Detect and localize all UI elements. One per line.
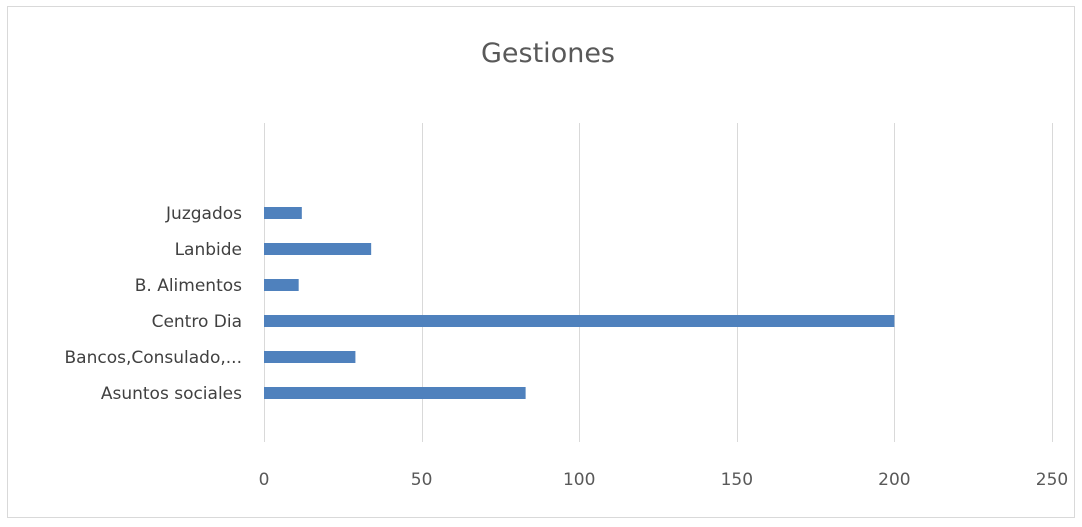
bar (264, 207, 302, 219)
chart-frame (7, 6, 1075, 518)
x-tick-label: 0 (259, 470, 270, 490)
bar (264, 387, 526, 399)
category-label: Lanbide (175, 240, 242, 260)
category-label: B. Alimentos (135, 276, 242, 296)
category-labels: Asuntos sociales Bancos,Consulado,... Cent… (65, 204, 243, 404)
category-label: Asuntos sociales (101, 384, 242, 404)
x-axis-tick-labels: 0 50 100 150 200 250 (259, 470, 1069, 490)
category-label: Bancos,Consulado,... (65, 348, 243, 368)
x-tick-label: 200 (878, 470, 910, 490)
bars (264, 207, 895, 399)
bar (264, 279, 299, 291)
x-tick-label: 150 (721, 470, 753, 490)
bar (264, 315, 895, 327)
x-tick-label: 100 (563, 470, 595, 490)
category-label: Centro Dia (152, 312, 242, 332)
x-tick-label: 250 (1036, 470, 1068, 490)
bar (264, 351, 356, 363)
category-label: Juzgados (165, 204, 242, 224)
bar (264, 243, 372, 255)
x-tick-label: 50 (411, 470, 433, 490)
chart-title: Gestiones (481, 38, 615, 69)
